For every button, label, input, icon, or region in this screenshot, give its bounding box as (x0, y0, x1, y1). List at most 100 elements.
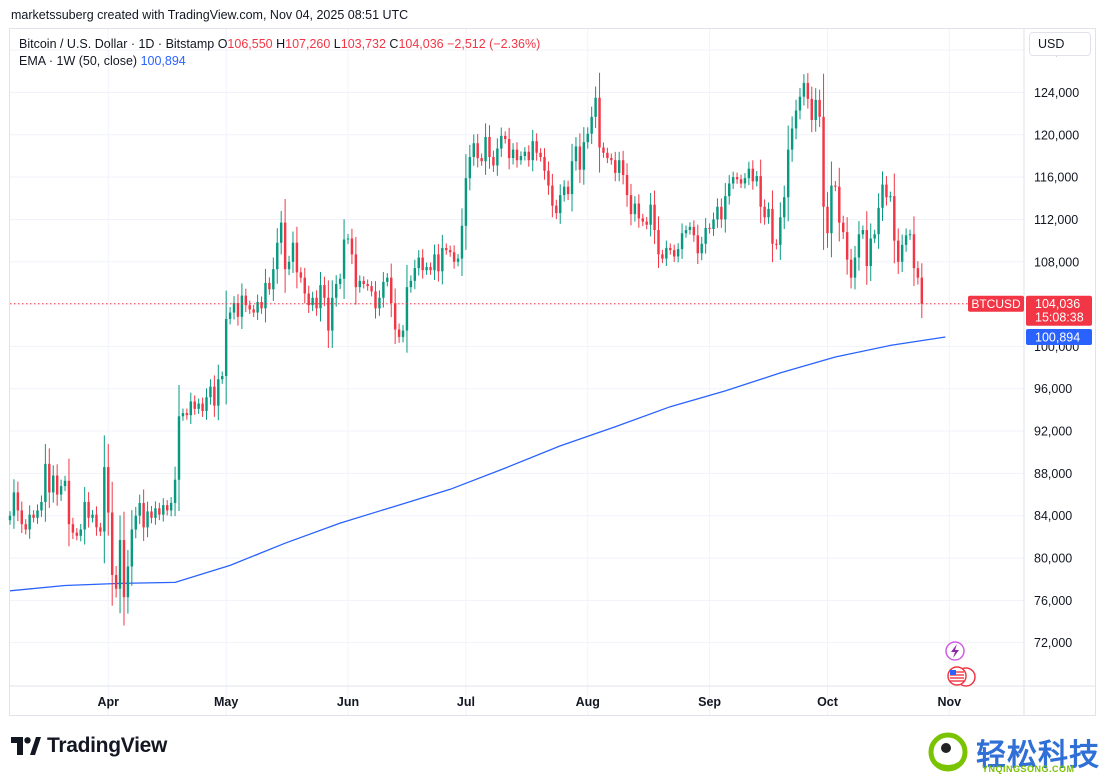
candle (358, 275, 362, 293)
candle (507, 127, 511, 170)
candle (8, 511, 12, 525)
candle (460, 208, 464, 277)
candle (327, 280, 330, 348)
candle-body (779, 217, 782, 245)
candle-body (189, 401, 193, 416)
candle (649, 192, 652, 237)
candle-body (920, 277, 924, 304)
candle-body (543, 157, 546, 171)
candle (708, 223, 711, 234)
candle-body (625, 175, 629, 196)
candle-body (248, 305, 251, 310)
candle (279, 210, 283, 255)
candle (413, 259, 417, 290)
legend-open-label: O (217, 37, 228, 51)
candle (920, 263, 924, 319)
ema-line (9, 336, 946, 592)
candle (755, 171, 758, 187)
x-tick-label: Aug (576, 695, 600, 709)
candle (853, 245, 857, 290)
candle (291, 231, 295, 273)
candle (822, 73, 825, 250)
candle (838, 167, 841, 242)
candle (59, 479, 63, 502)
legend-ema-label[interactable]: EMA · 1W (50, close) (19, 54, 138, 68)
candle-body (759, 176, 762, 207)
candle-body (150, 511, 153, 518)
candle (759, 159, 762, 224)
candle-body (181, 413, 185, 417)
candle (582, 127, 586, 185)
candle-body (586, 133, 589, 143)
candle-body (881, 184, 884, 208)
candle (417, 250, 420, 276)
candle-body (311, 297, 314, 306)
candle-body (476, 143, 479, 159)
y-tick-label: 80,000 (1034, 552, 1072, 566)
candle-body (645, 221, 648, 225)
candle (688, 222, 692, 235)
candle-body (503, 135, 507, 140)
chart-credit: marketssuberg created with TradingView.c… (11, 8, 409, 22)
candle-body (107, 467, 110, 513)
candle-body (735, 177, 739, 180)
candle (806, 73, 810, 109)
legend-ema-value: 100,894 (140, 54, 186, 68)
candle-body (366, 283, 369, 287)
candle (704, 218, 707, 254)
candle (319, 271, 322, 322)
candle (500, 127, 503, 157)
candle-body (786, 149, 790, 198)
candle-body (865, 230, 869, 267)
candle-body (511, 149, 515, 159)
candle-body (378, 297, 381, 309)
legend-open: 106,550 (227, 37, 273, 51)
candle-body (877, 207, 880, 235)
sparkle-lightning-icon[interactable] (945, 641, 965, 661)
candle (602, 142, 605, 158)
candle (397, 323, 401, 343)
legend-symbol[interactable]: Bitcoin / U.S. Dollar · 1D · Bitstamp (19, 37, 215, 51)
currency-button[interactable]: USD (1029, 32, 1091, 56)
candle-body (287, 261, 291, 270)
candle (421, 249, 424, 279)
candle (99, 522, 102, 537)
candle-body (393, 303, 397, 330)
candle-body (390, 277, 393, 304)
candle (295, 226, 299, 289)
candle (390, 263, 393, 318)
candle (256, 294, 259, 320)
chart-frame[interactable] (9, 28, 1096, 716)
candle-body (570, 161, 574, 195)
candle-body (598, 97, 601, 148)
legend-low: 103,732 (340, 37, 386, 51)
tradingview-logo-icon (11, 737, 41, 755)
last-price-tag-bg (1026, 295, 1092, 326)
candle-body (818, 99, 821, 117)
candle (625, 163, 629, 207)
candle-body (437, 254, 440, 272)
candle (594, 86, 597, 129)
candle-body (523, 151, 527, 156)
candle (798, 87, 802, 120)
y-tick-label: 112,000 (1034, 213, 1078, 227)
grid-lines (9, 28, 1096, 716)
candle (452, 245, 456, 269)
candle-body (527, 151, 531, 161)
candle (393, 288, 397, 345)
legend-high: 107,260 (285, 37, 331, 51)
candle-body (547, 170, 550, 186)
candle (107, 443, 110, 536)
candle-body (751, 168, 755, 182)
us-flag-events-icon[interactable] (947, 666, 976, 687)
candle (169, 497, 173, 517)
candle-body (720, 206, 723, 220)
candle (193, 395, 196, 415)
candle (610, 153, 613, 165)
candle (95, 506, 98, 536)
candle-body (162, 505, 165, 515)
candle-body (783, 197, 786, 218)
candle-body (798, 96, 802, 111)
